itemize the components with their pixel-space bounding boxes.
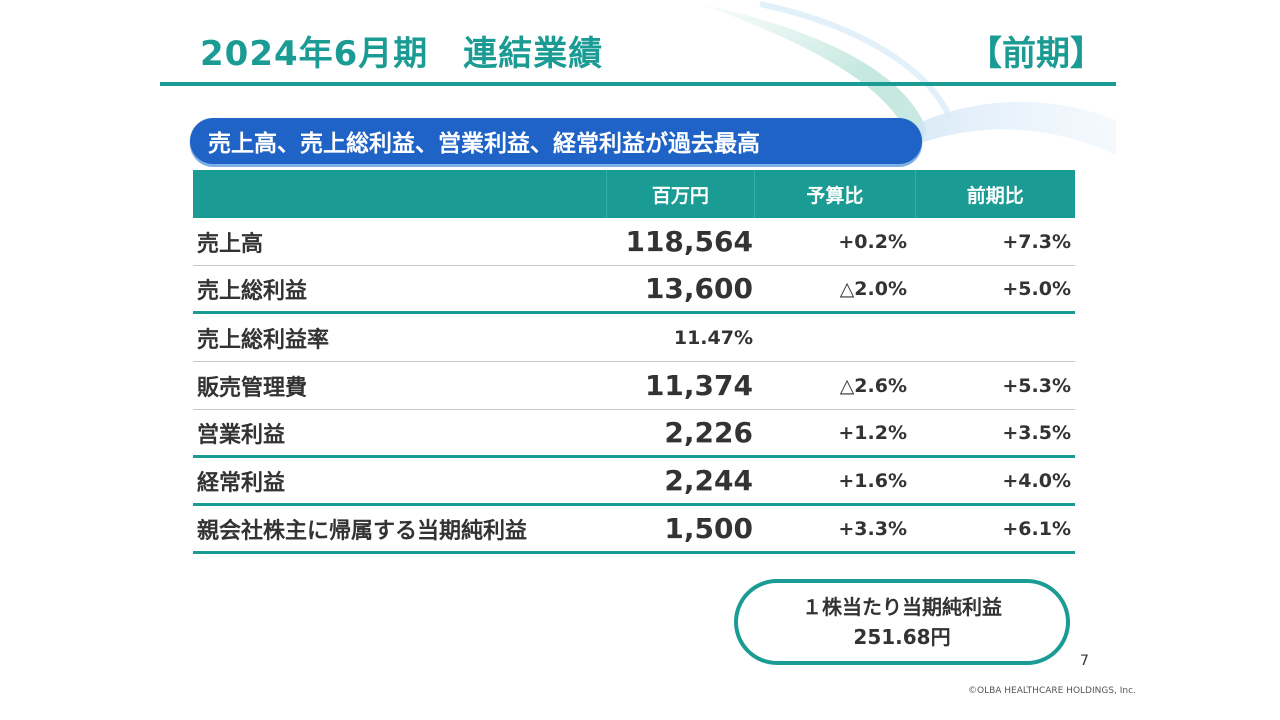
row-budget: +3.3% <box>838 517 907 540</box>
header-label <box>193 170 607 218</box>
row-label: 経常利益 <box>197 470 286 496</box>
header-yoy: 前期比 <box>966 184 1024 207</box>
row-label: 売上高 <box>197 231 264 257</box>
table-row: 売上総利益 13,600 △2.0% +5.0% <box>193 266 1075 314</box>
row-value: 11,374 <box>644 369 753 402</box>
copyright: ©OLBA HEALTHCARE HOLDINGS, Inc. <box>968 686 1136 696</box>
highlight-banner: 売上高、売上総利益、営業利益、経常利益が過去最高 <box>190 118 922 164</box>
table-header: 百万円 予算比 前期比 <box>193 170 1075 218</box>
row-label: 販売管理費 <box>197 375 308 401</box>
row-budget: △2.0% <box>839 277 907 300</box>
eps-callout: １株当たり当期純利益 251.68円 <box>734 579 1070 665</box>
page-number: 7 <box>1080 653 1089 669</box>
row-value: 1,500 <box>664 512 753 545</box>
row-value: 2,244 <box>664 464 753 497</box>
eps-label: １株当たり当期純利益 <box>802 595 1002 619</box>
row-budget: +1.2% <box>838 421 907 444</box>
row-yoy: +7.3% <box>1002 230 1071 253</box>
row-value: 2,226 <box>664 416 753 449</box>
row-yoy: +6.1% <box>1002 517 1071 540</box>
results-table: 百万円 予算比 前期比 売上高 118,564 +0.2% +7.3% 売上総利… <box>193 170 1075 554</box>
row-label: 売上総利益 <box>197 278 308 304</box>
table-row: 販売管理費 11,374 △2.6% +5.3% <box>193 362 1075 410</box>
row-label: 親会社株主に帰属する当期純利益 <box>197 518 528 544</box>
row-value: 118,564 <box>625 225 753 258</box>
row-value: 11.47% <box>673 326 753 349</box>
row-budget: +0.2% <box>838 230 907 253</box>
page-title: 2024年6月期 連結業績 <box>200 34 604 74</box>
highlight-text: 売上高、売上総利益、営業利益、経常利益が過去最高 <box>208 131 760 157</box>
row-yoy: +5.3% <box>1002 374 1071 397</box>
row-yoy: +5.0% <box>1002 277 1071 300</box>
row-yoy: +3.5% <box>1002 421 1071 444</box>
row-label: 売上総利益率 <box>197 327 330 353</box>
eps-value: 251.68円 <box>853 625 951 649</box>
table-row: 親会社株主に帰属する当期純利益 1,500 +3.3% +6.1% <box>193 506 1075 554</box>
header-million-yen: 百万円 <box>607 170 756 218</box>
table-row: 売上高 118,564 +0.2% +7.3% <box>193 218 1075 266</box>
table-row: 経常利益 2,244 +1.6% +4.0% <box>193 458 1075 506</box>
row-label: 営業利益 <box>197 422 286 448</box>
period-tag: 【前期】 <box>968 34 1104 74</box>
row-budget: △2.6% <box>839 374 907 397</box>
row-yoy: +4.0% <box>1002 469 1071 492</box>
table-row: 売上総利益率 11.47% <box>193 314 1075 362</box>
header-budget-ratio: 予算比 <box>755 170 916 218</box>
row-value: 13,600 <box>644 272 753 305</box>
table-row: 営業利益 2,226 +1.2% +3.5% <box>193 410 1075 458</box>
title-divider <box>160 82 1116 86</box>
row-budget: +1.6% <box>838 469 907 492</box>
